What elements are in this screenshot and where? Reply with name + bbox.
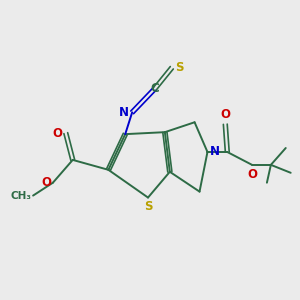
Text: N: N xyxy=(118,106,129,119)
Text: O: O xyxy=(247,168,257,182)
Text: C: C xyxy=(151,82,159,95)
Text: CH₃: CH₃ xyxy=(11,190,32,201)
Text: O: O xyxy=(220,108,230,121)
Text: N: N xyxy=(210,146,220,158)
Text: O: O xyxy=(41,176,51,189)
Text: S: S xyxy=(175,61,183,74)
Text: S: S xyxy=(144,200,152,213)
Text: O: O xyxy=(53,127,63,140)
